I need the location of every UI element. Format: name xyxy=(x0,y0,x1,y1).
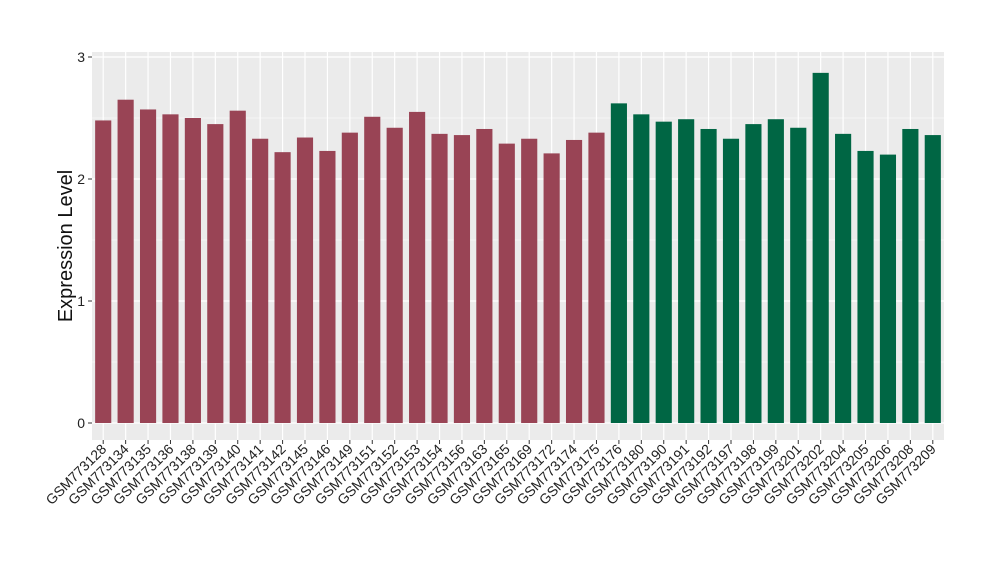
bar xyxy=(812,72,829,424)
bar xyxy=(543,153,560,423)
bar xyxy=(745,124,762,423)
bar xyxy=(117,99,134,423)
bar xyxy=(274,152,291,423)
bar xyxy=(207,124,224,423)
bar xyxy=(633,114,650,423)
bar xyxy=(498,143,515,423)
bar xyxy=(364,116,381,423)
bar xyxy=(902,128,919,424)
bar xyxy=(678,119,695,423)
y-axis: 0 1 2 3 xyxy=(77,49,92,431)
y-tick-label: 1 xyxy=(77,293,85,309)
bar xyxy=(319,150,336,423)
bars xyxy=(95,72,941,424)
bar xyxy=(835,133,852,424)
bar xyxy=(139,109,157,424)
bar xyxy=(521,138,538,424)
bar xyxy=(700,128,717,424)
x-axis: GSM773128GSM773134GSM773135GSM773136GSM7… xyxy=(42,440,939,508)
bar xyxy=(790,127,807,423)
y-axis-title: Expression Level xyxy=(55,170,77,322)
bar xyxy=(565,139,583,423)
bar xyxy=(296,137,314,423)
bar xyxy=(162,114,179,423)
bar xyxy=(924,135,941,423)
bar xyxy=(767,119,784,423)
bar xyxy=(879,154,897,423)
bar xyxy=(588,132,605,423)
bar xyxy=(722,138,740,424)
bar xyxy=(610,103,627,424)
y-tick-label: 0 xyxy=(77,415,85,431)
bar xyxy=(431,133,448,424)
y-tick-label: 2 xyxy=(77,171,85,187)
bar xyxy=(655,121,672,423)
bar xyxy=(386,127,403,423)
bar xyxy=(184,118,201,423)
bar xyxy=(229,110,246,424)
bar xyxy=(453,135,471,423)
bar xyxy=(857,150,874,423)
bar xyxy=(341,132,358,423)
bar xyxy=(476,128,493,424)
y-tick-label: 3 xyxy=(77,49,85,65)
bar xyxy=(409,111,426,424)
bar xyxy=(252,138,269,424)
bar xyxy=(95,120,112,423)
